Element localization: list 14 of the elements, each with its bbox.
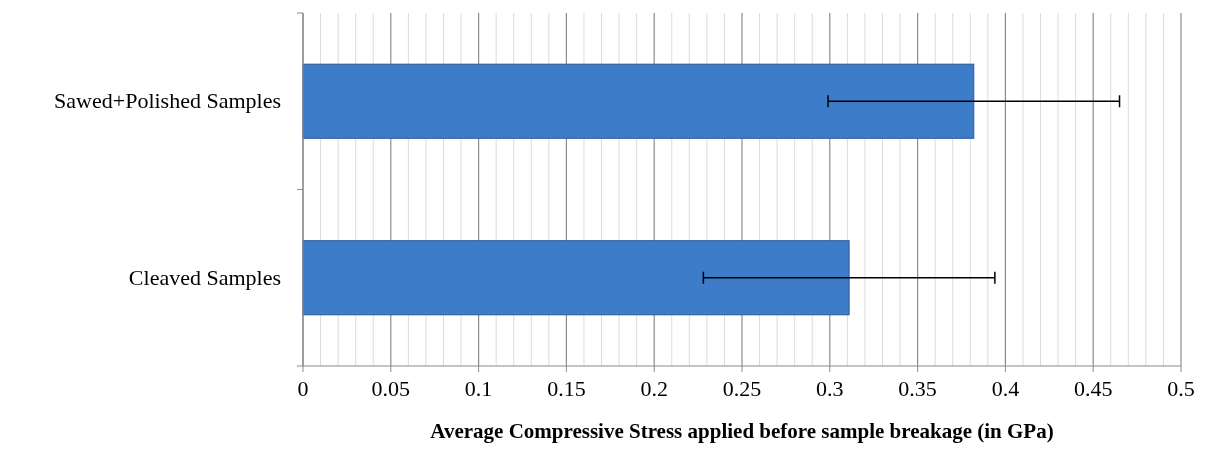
x-tick-label: 0.05 xyxy=(371,376,411,401)
x-axis-title: Average Compressive Stress applied before sample breakage (in GPa) xyxy=(430,419,1054,443)
x-tick-label: 0.2 xyxy=(640,376,668,401)
x-tick-label: 0.3 xyxy=(816,376,844,401)
x-tick-label: 0.1 xyxy=(464,376,493,401)
x-tick-label: 0 xyxy=(297,376,309,401)
x-tick-label: 0.35 xyxy=(898,376,937,401)
x-tick-label: 0.5 xyxy=(1167,376,1195,401)
x-tick-label: 0.4 xyxy=(991,376,1020,401)
x-tick-label: 0.15 xyxy=(547,376,586,401)
y-tick-label: Sawed+Polished Samples xyxy=(54,88,281,114)
x-tick-label: 0.25 xyxy=(722,376,762,401)
y-tick-label: Cleaved Samples xyxy=(128,264,281,290)
x-tick-label: 0.45 xyxy=(1073,376,1113,401)
